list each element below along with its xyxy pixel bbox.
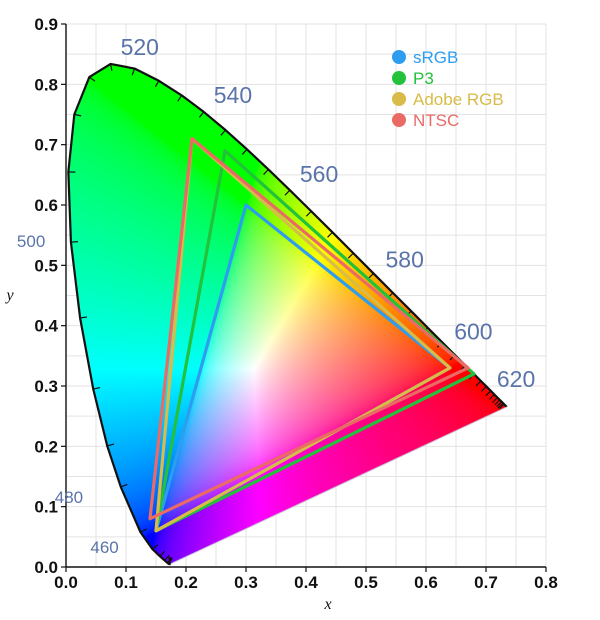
legend-marker [392,50,406,64]
gamut-triangle-adobe-rgb [154,137,452,533]
y-tick-label: 0.2 [34,437,58,456]
gamut-triangle-ntsc [148,137,470,521]
wavelength-label: 460 [90,538,118,557]
wavelength-tick [489,394,495,400]
wavelength-label: 520 [121,34,159,60]
wavelength-tick [327,231,333,238]
wavelength-tick [159,550,166,557]
y-tick-label: 0.6 [34,196,58,215]
x-tick-label: 0.1 [114,573,138,592]
line-of-purples [170,406,508,565]
legend-marker [392,113,406,127]
wavelength-tick [154,80,160,88]
wavelength-tick [241,148,248,155]
x-axis-title: x [323,596,331,613]
y-tick-label: 0.5 [34,256,58,275]
wavelength-tick [74,113,82,117]
legend: sRGB P3 Adobe RGB NTSC [392,48,504,130]
gamut-triangles [148,137,476,533]
wavelength-tick [109,63,113,71]
x-tick-label: 0.3 [234,573,258,592]
wavelength-tick [497,402,504,409]
wavelength-tick [284,189,291,196]
wavelength-tick [166,557,173,564]
wavelength-label: 500 [17,232,45,251]
wavelength-tick [88,76,96,82]
x-tick-label: 0.0 [54,573,78,592]
wavelength-label: 620 [497,366,535,392]
wavelength-label: 480 [55,488,83,507]
legend-marker [392,71,406,85]
wavelength-tick [494,399,501,406]
x-tick-label: 0.6 [414,573,438,592]
y-tick-label: 0.1 [34,498,58,517]
wavelength-label: 540 [214,82,252,108]
wavelength-tick [220,129,226,136]
y-tick-label: 0.8 [34,75,58,94]
wavelength-label: 560 [300,161,338,187]
wavelength-tick [177,95,183,102]
legend-label: NTSC [413,111,459,130]
wavelength-tick [347,252,354,259]
wavelength-tick [93,386,101,390]
wavelength-tick [368,272,374,279]
wavelength-tick [140,528,147,533]
wavelength-tick [475,380,482,387]
wavelength-tick [480,385,487,392]
wavelength-tick [492,397,498,403]
wavelength-tick [152,544,159,550]
wavelength-tick [107,443,115,447]
x-tick-label: 0.2 [174,573,198,592]
y-tick-label: 0.9 [34,15,58,34]
x-tick-label: 0.7 [474,573,498,592]
wavelength-tick [496,401,503,408]
legend-label: Adobe RGB [413,90,504,109]
spectral-locus-curve [67,62,508,566]
legend-marker [392,92,406,106]
wavelength-tick [485,390,492,397]
y-tick-label: 0.4 [34,317,58,336]
wavelength-tick [70,241,78,243]
wavelength-tick [198,111,205,118]
y-tick-label: 0.0 [34,558,58,577]
wavelength-tick [164,554,170,561]
y-axis-title: y [4,287,14,304]
axes: 0.0 0.1 0.2 0.3 0.4 0.5 0.6 0.7 0.8 0.0 0.1 0.2 0.3 0… [4,15,557,613]
x-tick-label: 0.5 [354,573,378,592]
wavelength-tick [131,68,136,76]
wavelength-tick [263,169,269,175]
y-tick-label: 0.3 [34,377,58,396]
wavelength-label: 600 [454,318,492,344]
wavelength-tick [168,557,173,565]
legend-label: P3 [413,69,434,88]
legend-label: sRGB [413,48,458,67]
x-tick-label: 0.4 [294,573,318,592]
y-tick-label: 0.7 [34,136,58,155]
wavelength-tick [80,316,88,319]
wavelength-label: 580 [386,246,424,272]
gamut-triangle-p3 [154,149,476,533]
wavelength-tick [498,403,505,410]
x-tick-label: 0.8 [534,573,558,592]
wavelength-tick [305,210,312,217]
wavelength-tick [120,483,128,488]
